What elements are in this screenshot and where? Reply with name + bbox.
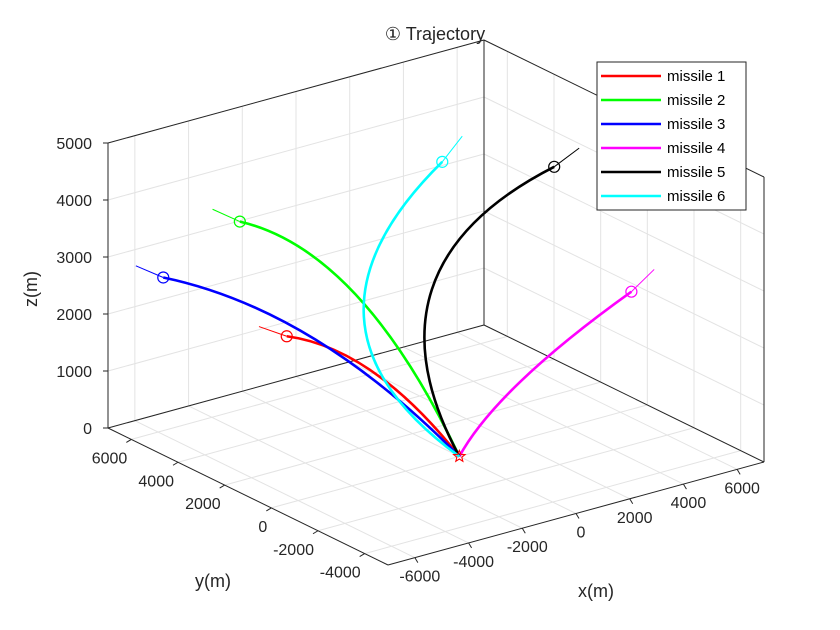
x-tick-label: -2000: [507, 539, 548, 556]
grid-back-z: [107, 267, 485, 372]
x-tick-label: 2000: [617, 510, 653, 527]
legend-label: missile 1: [667, 68, 725, 85]
z-tick-label: 3000: [56, 250, 92, 267]
grid-floor-y: [317, 427, 695, 532]
trajectory-missile-6: [362, 160, 461, 458]
start-marker-missile-6: [436, 155, 449, 168]
axes-box-edge: [107, 427, 389, 566]
x-tick-label: 0: [577, 525, 586, 542]
legend-label: missile 3: [667, 116, 725, 133]
grid-back-z: [107, 210, 485, 315]
legend-label: missile 2: [667, 92, 725, 109]
trajectory-missile-3: [162, 276, 461, 458]
x-tick-mark: [468, 542, 473, 549]
x-tick-label: -4000: [453, 554, 494, 571]
x-axis-label: x(m): [578, 581, 614, 601]
grid-floor-x: [456, 331, 738, 470]
grid-right-z: [483, 153, 765, 292]
grid-floor-x: [403, 346, 684, 485]
x-tick-label: -6000: [399, 569, 440, 586]
grid-right-z: [483, 267, 765, 406]
z-tick-label: 4000: [56, 193, 92, 210]
y-tick-mark: [126, 438, 132, 443]
start-marker-missile-4: [625, 285, 638, 298]
tick-labels: -6000 -4000 -2000 0 2000 4000 6000 -4000 -2000 0 2…: [56, 136, 760, 586]
x-tick-mark: [682, 483, 687, 490]
z-axis-label: z(m): [21, 271, 41, 307]
trajectory-missile-4: [458, 290, 633, 458]
grid-right-z: [483, 210, 765, 349]
y-tick-label: 6000: [92, 450, 128, 467]
start-marker-missile-5: [548, 160, 561, 173]
start-marker-missile-1: [280, 330, 293, 343]
z-tick-label: 2000: [56, 307, 92, 324]
y-tick-mark: [266, 507, 272, 512]
legend: missile 1 missile 2 missile 3 missile 4 miss…: [596, 61, 747, 211]
grid-floor-x: [188, 405, 469, 544]
chart-title: ① Trajectory: [385, 24, 485, 44]
trajectory-series: [162, 160, 633, 458]
trajectory-missile-5: [423, 165, 555, 458]
axes-box-edge: [107, 39, 485, 144]
z-tick-label: 5000: [56, 136, 92, 153]
legend-label: missile 6: [667, 188, 725, 205]
axes-box-edge: [483, 324, 765, 463]
heading-missile-1: [258, 326, 287, 337]
legend-box: [596, 61, 747, 211]
markers: [135, 135, 655, 463]
trajectory-missile-2: [239, 220, 461, 457]
z-tick-label: 0: [83, 421, 92, 438]
target-star-marker: [452, 448, 467, 463]
grid-floor-x: [134, 420, 416, 559]
y-tick-label: -4000: [320, 565, 361, 582]
grid-floor-x: [242, 390, 523, 529]
y-tick-mark: [172, 461, 179, 466]
grid-floor-x: [349, 361, 630, 500]
x-tick-label: 6000: [724, 480, 760, 497]
trajectory-missile-1: [286, 334, 461, 458]
grid-floor-y: [364, 450, 741, 555]
x-tick-label: 4000: [671, 495, 707, 512]
start-marker-missile-2: [233, 215, 246, 228]
x-tick-mark: [521, 527, 526, 534]
y-tick-mark: [219, 484, 225, 489]
grid-floor-y: [131, 335, 508, 440]
x-tick-mark: [414, 557, 419, 563]
y-tick-label: 2000: [185, 496, 221, 513]
grid-back-z: [107, 153, 485, 258]
grid-floor-x: [295, 376, 577, 514]
y-tick-label: 0: [258, 519, 267, 536]
y-tick-mark: [312, 530, 319, 535]
x-tick-mark: [575, 513, 580, 519]
y-axis-label: y(m): [195, 571, 231, 591]
axes-box-edge: [107, 324, 485, 429]
legend-label: missile 5: [667, 164, 725, 181]
y-tick-mark: [359, 553, 365, 558]
legend-label: missile 4: [667, 140, 725, 157]
y-tick-label: 4000: [138, 473, 174, 490]
z-tick-label: 1000: [56, 364, 92, 381]
grid-floor-y: [177, 358, 555, 463]
grid-back-z: [107, 96, 485, 201]
start-marker-missile-3: [157, 271, 170, 284]
x-tick-mark: [629, 498, 634, 505]
y-tick-label: -2000: [273, 542, 314, 559]
grid-floor-y: [224, 381, 601, 486]
x-tick-mark: [736, 469, 741, 475]
